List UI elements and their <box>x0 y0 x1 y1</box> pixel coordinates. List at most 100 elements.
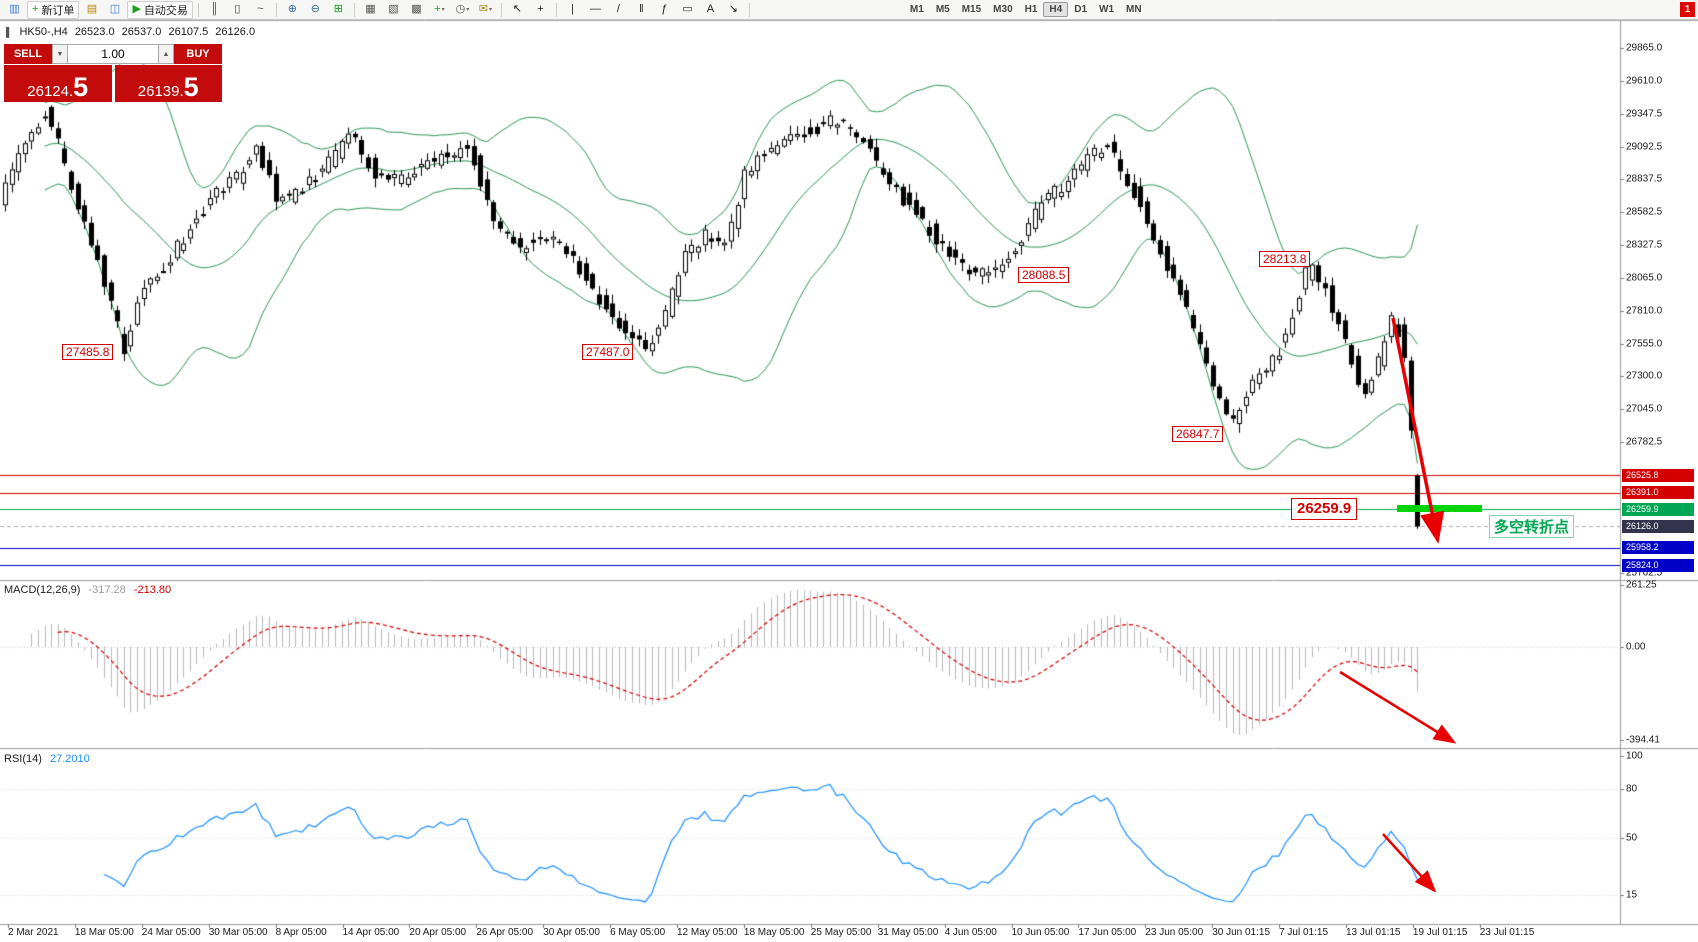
candlestick-chart-icon[interactable]: ▯ <box>227 1 248 19</box>
tile-windows-icon-glyph: ▦ <box>365 3 376 15</box>
volume-decrease-button[interactable]: ▼ <box>52 44 68 64</box>
crosshair-icon[interactable]: + <box>530 1 551 19</box>
toolbar-separator <box>353 2 355 17</box>
zoom-in-icon-glyph: ⊕ <box>287 3 298 15</box>
shapes-icon-glyph: ▭ <box>682 3 693 15</box>
rsi-panel-label: RSI(14) 27.2010 <box>4 753 90 765</box>
arrange-windows-icon[interactable]: ▩ <box>406 1 427 19</box>
timeframe-w1[interactable]: W1 <box>1099 4 1115 15</box>
line-chart-icon[interactable]: ~ <box>250 1 271 19</box>
periods-button[interactable]: ◷ ▾ <box>452 1 473 19</box>
arrange-windows-icon-glyph: ▩ <box>411 3 422 15</box>
ohlc-close: 26126.0 <box>215 26 256 38</box>
buy-button[interactable]: BUY <box>174 44 222 64</box>
vertical-line-icon[interactable]: | <box>562 1 583 19</box>
indicators-button[interactable]: + ▾ <box>429 1 450 19</box>
new-order-button-label: 新订单 <box>41 4 75 17</box>
timeframe-h1[interactable]: H1 <box>1024 4 1038 15</box>
bar-chart-icon[interactable]: ║ <box>204 1 225 19</box>
periods-button-glyph: ◷ <box>455 3 466 15</box>
toolbar-separator <box>500 2 502 17</box>
volume-input[interactable] <box>68 44 158 64</box>
new-order-button[interactable]: + 新订单 <box>27 0 80 19</box>
volume-increase-button[interactable]: ▲ <box>158 44 174 64</box>
horizontal-line-icon-glyph: — <box>589 3 601 15</box>
timeframe-m1[interactable]: M1 <box>909 4 924 15</box>
cascade-windows-icon[interactable]: ▧ <box>383 1 404 19</box>
highlight-bar[interactable] <box>1397 505 1482 512</box>
horizontal-line-icon[interactable]: — <box>585 1 606 19</box>
pivot-price-label[interactable]: 27485.8 <box>62 344 114 361</box>
trendline-icon-glyph: / <box>616 3 620 15</box>
fibonacci-icon-glyph: ƒ <box>661 3 668 15</box>
ohlc-low: 26107.5 <box>168 26 209 38</box>
dropdown-caret-icon: ▾ <box>489 7 493 13</box>
toolbar-separator <box>748 2 750 17</box>
ohlc-open: 26523.0 <box>74 26 115 38</box>
grid-icon[interactable]: ⊞ <box>328 1 349 19</box>
mail-button[interactable]: ✉ ▾ <box>475 1 496 19</box>
toolbar-separator <box>197 2 199 17</box>
toolbar-separator <box>555 2 557 17</box>
notification-badge[interactable]: 1 <box>1680 2 1695 17</box>
sell-price-main: 26124. <box>27 83 74 100</box>
sell-price[interactable]: 26124. 5 <box>4 65 112 102</box>
pivot-price-label[interactable]: 28088.5 <box>1018 267 1070 284</box>
autotrading-button-label: 自动交易 <box>143 4 188 17</box>
channel-icon-glyph: ‖ <box>639 3 644 15</box>
rsi-value: 27.2010 <box>49 753 90 765</box>
autotrading-button[interactable]: ▶ 自动交易 <box>127 0 193 19</box>
pivot-price-label[interactable]: 26847.7 <box>1172 426 1224 443</box>
macd-main-value: -317.28 <box>88 584 126 596</box>
cursor-icon[interactable]: ↖ <box>507 1 528 19</box>
trendline-icon[interactable]: / <box>608 1 629 19</box>
buy-price-frac: 5 <box>183 72 199 102</box>
symbol-chart-icon: ▌ <box>6 27 13 37</box>
profiles-icon[interactable]: ▤ <box>81 1 102 19</box>
autotrading-button-glyph: ▶ <box>132 3 141 15</box>
zoom-in-icon[interactable]: ⊕ <box>282 1 303 19</box>
crosshair-icon-glyph: + <box>537 3 544 15</box>
pivot-price-label[interactable]: 28213.8 <box>1259 251 1311 268</box>
sell-button[interactable]: SELL <box>4 44 52 64</box>
timeframe-mn[interactable]: MN <box>1126 4 1142 15</box>
toolbar-separator <box>275 2 277 17</box>
chart-window-icon-glyph: ▥ <box>9 3 20 15</box>
buy-price[interactable]: 26139. 5 <box>114 65 222 102</box>
one-click-trading-panel: SELL ▼ ▲ BUY 26124. 5 26139. 5 <box>4 44 222 102</box>
grid-icon-glyph: ⊞ <box>333 3 344 15</box>
timeframe-h4[interactable]: H4 <box>1043 2 1069 17</box>
market-watch-icon[interactable]: ◫ <box>104 1 125 19</box>
toolbar: ▥ + 新订单 ▤ ◫ ▶ 自动交易 ║ ▯ ~ ⊕ ⊖ ⊞ ▦ ▧ ▩ + ▾ ◷ ▾ ✉ ▾ ↖ + | — / ‖ ƒ ▭ A ↘ M1 M… <box>0 0 1698 20</box>
dropdown-caret-icon: ▾ <box>466 7 470 13</box>
ohlc-high: 26537.0 <box>121 26 162 38</box>
annotation-text[interactable]: 多空转折点 <box>1489 515 1575 538</box>
new-order-button-glyph: + <box>32 3 39 15</box>
cascade-windows-icon-glyph: ▧ <box>388 3 399 15</box>
pivot-price-label[interactable]: 27487.0 <box>582 344 634 361</box>
text-icon[interactable]: A <box>700 1 721 19</box>
sell-price-frac: 5 <box>73 72 89 102</box>
tile-windows-icon[interactable]: ▦ <box>360 1 381 19</box>
indicators-button-glyph: + <box>434 3 441 15</box>
zoom-out-icon-glyph: ⊖ <box>310 3 321 15</box>
channel-icon[interactable]: ‖ <box>631 1 652 19</box>
timeframe-bar: M1 M5 M15 M30 H1 H4 D1 W1 MN <box>904 2 1148 17</box>
vertical-line-icon-glyph: | <box>570 3 574 15</box>
timeframe-m30[interactable]: M30 <box>993 4 1013 15</box>
pivot-price-label[interactable]: 26259.9 <box>1291 498 1358 521</box>
timeframe-d1[interactable]: D1 <box>1074 4 1088 15</box>
arrow-tool-icon-glyph: ↘ <box>728 3 739 15</box>
buy-price-main: 26139. <box>137 83 184 100</box>
text-icon-glyph: A <box>706 3 715 15</box>
shapes-icon[interactable]: ▭ <box>677 1 698 19</box>
fibonacci-icon[interactable]: ƒ <box>654 1 675 19</box>
arrow-tool-icon[interactable]: ↘ <box>723 1 744 19</box>
timeframe-m5[interactable]: M5 <box>935 4 950 15</box>
timeframe-m15[interactable]: M15 <box>961 4 982 15</box>
chart-window-icon[interactable]: ▥ <box>4 1 25 19</box>
symbol-name: HK50-,H4 <box>19 26 68 38</box>
macd-panel-label: MACD(12,26,9) -317.28 -213.80 <box>4 584 171 596</box>
zoom-out-icon[interactable]: ⊖ <box>305 1 326 19</box>
